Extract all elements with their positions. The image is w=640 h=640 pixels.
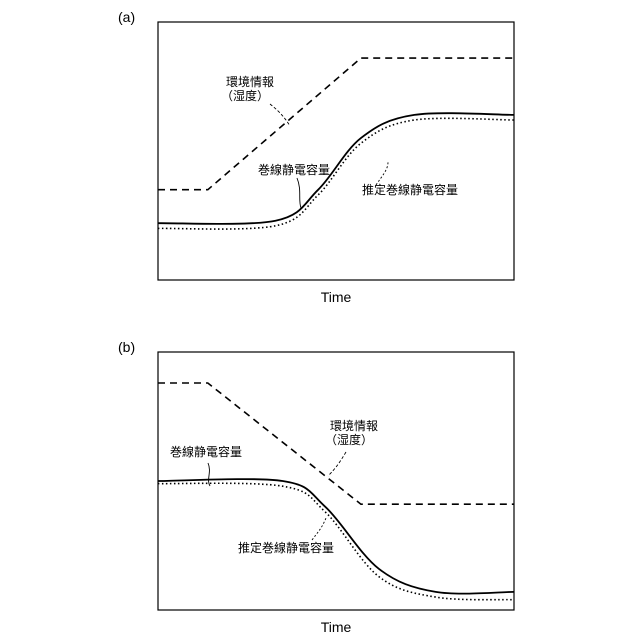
panel-b-series-wind <box>158 479 514 594</box>
panel-a-xlabel: Time <box>321 289 352 305</box>
panel-a-est-label: 推定巻線静電容量 <box>362 182 458 197</box>
panel-b-series <box>158 383 514 600</box>
panel-b: (b) 環境情報 （湿度） 巻線静電容量 推定巻線静電容量 Time <box>118 339 514 635</box>
panel-b-frame <box>158 352 514 610</box>
panel-a-env-label-line1: 環境情報 <box>226 74 274 89</box>
panel-b-wind-leader <box>208 463 210 486</box>
panel-a-frame <box>158 22 514 280</box>
panel-a-env-label-line2: （湿度） <box>221 88 269 103</box>
panel-a-env-leader <box>270 104 290 126</box>
panel-a-est-leader <box>376 162 388 185</box>
panel-b-env-leader <box>328 452 346 476</box>
panel-a-series-wind <box>158 113 514 224</box>
panel-b-label: (b) <box>118 339 135 355</box>
panel-b-series-est <box>158 483 514 599</box>
panel-a: (a) 環境情報 （湿度） 巻線静電容量 推定巻線静電容量 Time <box>118 9 514 305</box>
panel-b-xlabel: Time <box>321 619 352 635</box>
panel-a-series-env <box>158 58 514 190</box>
panel-a-series-est <box>158 118 514 229</box>
panel-a-wind-label: 巻線静電容量 <box>258 162 330 177</box>
panel-a-label: (a) <box>118 9 135 25</box>
panel-b-est-label: 推定巻線静電容量 <box>238 540 334 555</box>
panel-b-env-label-line1: 環境情報 <box>330 418 378 433</box>
panel-b-est-leader <box>312 518 326 540</box>
panel-a-series <box>158 58 514 229</box>
panel-b-env-label-line2: （湿度） <box>325 432 373 447</box>
panel-b-wind-label: 巻線静電容量 <box>170 444 242 459</box>
panel-a-wind-leader <box>297 178 301 208</box>
